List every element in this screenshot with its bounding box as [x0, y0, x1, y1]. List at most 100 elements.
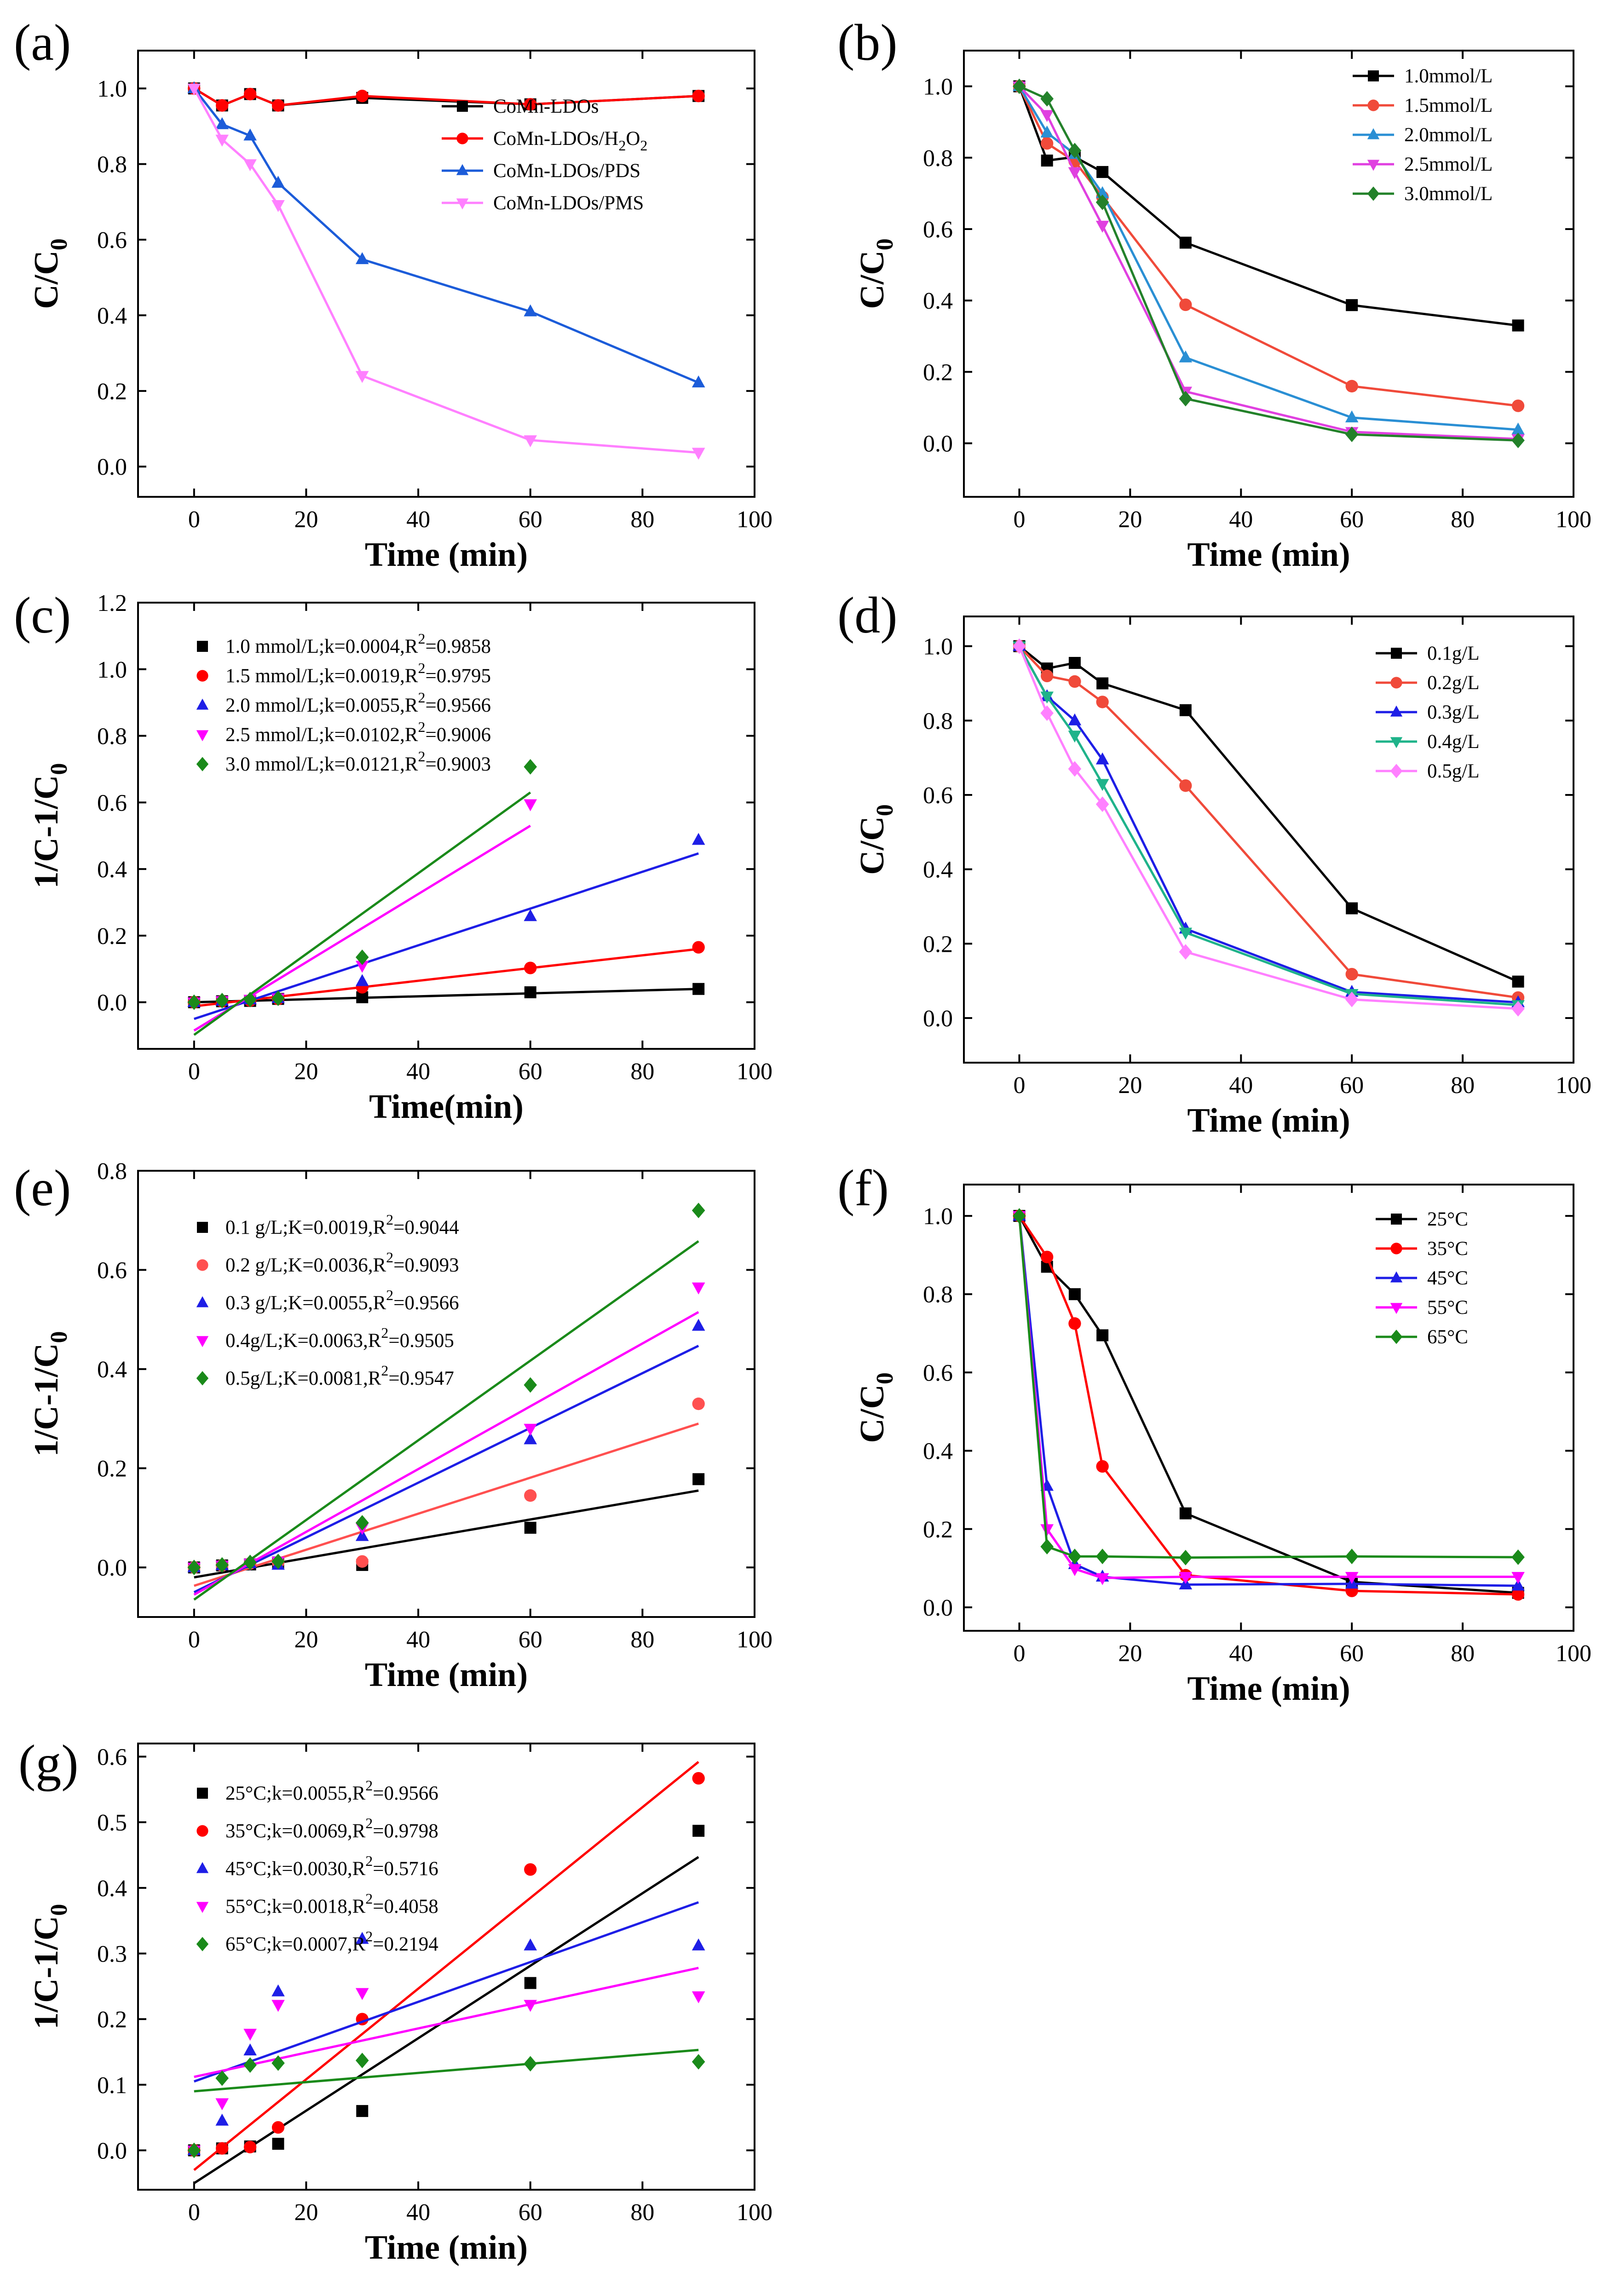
data-point [1068, 143, 1082, 159]
data-point [355, 1988, 369, 2000]
data-point [1068, 731, 1082, 743]
legend-sub: 2 [618, 137, 626, 154]
series-d-4 [1013, 638, 1525, 1017]
x-tick-label: 40 [1229, 1640, 1253, 1667]
legend: 1.0mmol/L 1.5mmol/L 2.0mmol/L 2.5mmol/L 3.0m… [1353, 65, 1493, 205]
x-tick-label: 0 [188, 2199, 200, 2226]
legend-label: 55°C [1427, 1297, 1468, 1318]
x-tick-label: 80 [630, 2199, 654, 2226]
legend-label-main: 55°C;k=0.0018,R [225, 1896, 366, 1917]
x-tick-label: 0 [1013, 506, 1025, 533]
data-point [1041, 669, 1054, 682]
data-point [243, 87, 257, 101]
y-axis-title-main: C/C [853, 250, 891, 309]
x-tick-label: 80 [630, 1059, 654, 1085]
legend-label-main: 1.5 mmol/L;k=0.0019,R [225, 665, 418, 687]
legend-marker [196, 1259, 208, 1271]
legend-tail: =0.9566 [373, 1783, 438, 1804]
data-point [1095, 220, 1109, 233]
y-tick-label: 0.4 [97, 857, 127, 883]
x-tick-label: 0 [188, 1627, 200, 1653]
legend-sup: 2 [386, 1211, 393, 1228]
legend-label-main: 25°C [1427, 1208, 1468, 1230]
legend-marker [196, 730, 209, 742]
series-c-1 [188, 941, 705, 1009]
legend-marker [1367, 160, 1380, 171]
fit-line [194, 948, 699, 1007]
data-point [1179, 236, 1192, 249]
legend-tail: =0.9093 [393, 1254, 459, 1276]
legend-label-main: 55°C [1427, 1297, 1468, 1318]
data-point [1512, 975, 1524, 988]
data-point [524, 1522, 536, 1534]
data-point [1096, 1329, 1109, 1341]
data-point [1068, 167, 1082, 179]
data-point [1179, 779, 1192, 792]
legend-marker [1391, 648, 1402, 659]
data-point [355, 2053, 369, 2068]
legend-tail: =0.4058 [373, 1896, 438, 1917]
data-point [355, 371, 369, 383]
legend-label-main: 45°C [1427, 1267, 1468, 1289]
y-axis-title-group: C/C0 [853, 1372, 898, 1443]
x-tick-label: 20 [294, 2199, 318, 2226]
data-point [1345, 991, 1359, 1007]
y-tick-label: 0.4 [97, 1876, 127, 1902]
legend-label-main: 0.2 g/L;K=0.0036,R [225, 1254, 386, 1276]
y-tick-label: 0.2 [923, 931, 953, 957]
plot-frame [137, 1743, 755, 2191]
data-point [692, 1318, 705, 1331]
legend-label: CoMn-LDOs/H2O2 [493, 128, 647, 154]
data-point [1345, 1548, 1359, 1565]
legend: 25°C;k=0.0055,R2=0.956635°C;k=0.0069,R2=… [196, 1777, 438, 1955]
legend-sup: 2 [418, 630, 425, 647]
data-point [1068, 761, 1082, 777]
data-point [243, 2029, 257, 2041]
data-point [1041, 1250, 1054, 1264]
legend-label: 45°C [1427, 1267, 1468, 1289]
data-point [524, 1938, 537, 1951]
x-tick-label: 0 [1013, 1640, 1025, 1667]
y-tick-label: 0.8 [97, 724, 127, 750]
legend-label-main: 1.5mmol/L [1404, 95, 1493, 116]
data-point [272, 2138, 284, 2150]
legend-tail: =0.9044 [393, 1217, 459, 1238]
y-tick-label: 0.4 [97, 1357, 127, 1383]
y-axis-title-main: C/C [853, 816, 891, 875]
data-point [1096, 1460, 1109, 1473]
y-tick-label: 0.4 [923, 1439, 953, 1465]
data-point [1179, 704, 1192, 716]
data-point [1068, 1548, 1082, 1565]
legend-sup: 2 [365, 1777, 373, 1794]
data-point [1041, 137, 1054, 150]
data-point [524, 986, 536, 998]
x-axis-title: Time (min) [365, 536, 528, 574]
data-point [1040, 91, 1054, 107]
y-axis-title-sub: 0 [46, 238, 72, 250]
legend-mid: O [626, 128, 640, 150]
fit-line [193, 1240, 699, 1601]
y-tick-label: 1.0 [923, 634, 953, 660]
data-point [271, 1554, 285, 1570]
legend: CoMn-LDOsCoMn-LDOs/H2O2CoMn-LDOs/PDSCoMn… [442, 96, 647, 214]
legend-tail: =0.5716 [373, 1858, 438, 1880]
data-point [1345, 410, 1359, 423]
y-tick-label: 0.2 [97, 923, 127, 949]
data-point [692, 941, 705, 954]
series-line [1018, 645, 1518, 1010]
y-axis-title: 1/C-1/C0 [28, 1331, 72, 1457]
series-f-3 [1013, 1211, 1525, 1585]
legend-label: CoMn-LDOs [493, 96, 599, 117]
data-point [692, 1397, 705, 1410]
y-axis-title-sub: 0 [46, 763, 72, 775]
data-point [524, 759, 537, 775]
x-tick-label: 20 [1118, 1640, 1142, 1667]
data-point [1345, 426, 1359, 443]
y-tick-label: 1.0 [923, 1203, 953, 1230]
data-point [243, 991, 257, 1007]
legend-tail: =0.9006 [425, 724, 491, 746]
data-point [524, 1489, 537, 1502]
legend-label-main: 65°C [1427, 1326, 1468, 1348]
legend-label: 0.3 g/L;K=0.0055,R2=0.9566 [225, 1287, 459, 1314]
